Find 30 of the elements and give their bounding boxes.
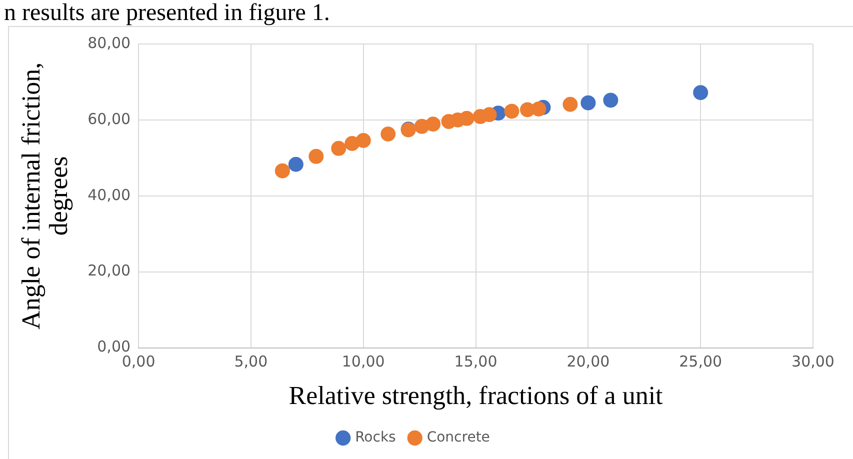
point [580,95,596,110]
point [482,107,497,122]
legend-label: Rocks [355,430,396,446]
x-tick-label: 25,00 [679,352,722,371]
y-tick-label: 40,00 [88,186,131,204]
point [426,116,441,132]
point [603,92,618,108]
point [274,163,290,178]
text: n results are presented in figure 1. [3,0,331,26]
y-tick-label: 60,00 [88,110,131,128]
point [562,96,578,112]
point [504,104,520,119]
point [288,156,304,172]
y-tick-label: 80,00 [88,34,131,52]
x-tick-label: 30,00 [792,352,834,371]
x-axis-title: Relative strength, fractions of a unit [288,381,664,410]
y-tick-label: 20,00 [88,262,131,280]
point [531,101,546,116]
point [380,126,396,142]
point [308,148,324,164]
y-axis-title: Angle of internal friction, degrees [16,62,73,330]
x-tick-label: 20,00 [566,352,610,371]
point [331,140,346,156]
x-tick-label: 10,00 [342,352,385,371]
x-tick-label: 5,00 [234,352,268,371]
x-tick-label: 15,00 [454,352,498,371]
legend-label: Concrete [426,430,490,446]
point [356,132,371,148]
point [693,85,708,100]
point [459,110,474,126]
